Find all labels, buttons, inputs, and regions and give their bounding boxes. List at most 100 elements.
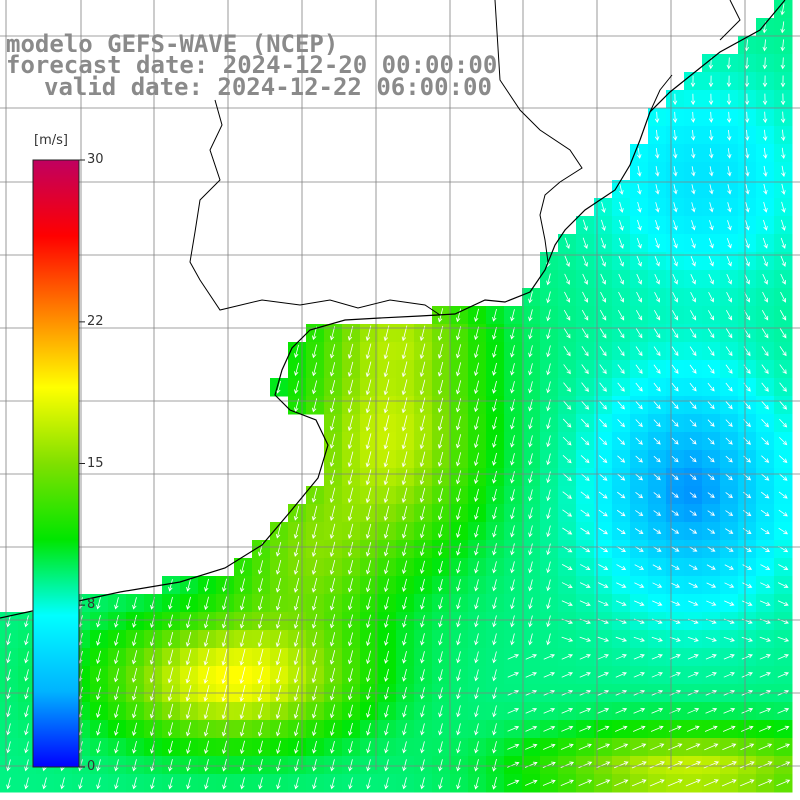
wind-arrow [365, 523, 372, 539]
wind-arrow [525, 671, 538, 678]
wind-arrow [705, 707, 718, 714]
wind-arrow [578, 779, 593, 787]
wind-arrow [311, 704, 318, 719]
wind-arrow [347, 469, 354, 486]
wind-arrow [672, 273, 678, 285]
wind-arrow [347, 559, 354, 575]
wind-arrow [113, 668, 120, 683]
wind-arrow [761, 346, 769, 357]
wind-arrow [579, 671, 591, 678]
wind-arrow [759, 600, 771, 606]
wind-arrow [761, 455, 770, 463]
wind-arrow [707, 401, 715, 410]
wind-arrow [60, 777, 65, 790]
wind-arrow [780, 3, 785, 16]
wind-arrow [721, 779, 737, 787]
wind-arrow [671, 401, 679, 410]
wind-arrow [691, 202, 696, 213]
wind-arrow [96, 632, 101, 646]
wind-arrow [598, 564, 609, 570]
wind-arrow [649, 761, 665, 769]
wind-arrow [669, 636, 681, 642]
wind-arrow [597, 725, 610, 732]
wind-arrow [762, 39, 768, 52]
wind-arrow [617, 400, 625, 410]
wind-arrow [474, 597, 479, 610]
wind-arrow [762, 93, 768, 106]
wind-arrow [600, 237, 606, 249]
wind-arrow [402, 777, 407, 790]
wind-arrow [546, 435, 551, 448]
wind-arrow [653, 437, 661, 445]
wind-arrow [347, 523, 354, 539]
wind-arrow [635, 491, 644, 499]
wind-arrow [474, 470, 479, 485]
wind-arrow [725, 492, 733, 499]
wind-arrow [673, 220, 678, 231]
wind-arrow [762, 129, 768, 142]
wind-arrow [725, 382, 733, 392]
wind-arrow [561, 707, 574, 714]
model-title: modelo GEFS-WAVE (NCEP) [6, 30, 339, 58]
wind-arrow [186, 596, 191, 610]
wind-arrow [598, 455, 608, 463]
wind-arrow [96, 777, 101, 790]
wind-arrow [596, 761, 611, 769]
wind-arrow [528, 471, 533, 484]
wind-arrow [420, 705, 425, 718]
wind-arrow [203, 614, 210, 629]
wind-arrow [528, 363, 533, 376]
wind-arrow [456, 705, 461, 718]
wind-arrow [671, 474, 679, 481]
wind-arrow [777, 654, 789, 660]
wind-arrow [510, 471, 515, 484]
wind-arrow [293, 577, 300, 593]
wind-arrow [96, 615, 101, 628]
wind-arrow [455, 398, 462, 413]
wind-arrow [366, 632, 371, 647]
wind-arrow [239, 703, 246, 720]
wind-arrow [420, 597, 425, 610]
wind-arrow [727, 184, 732, 195]
wind-arrow [721, 761, 737, 769]
wind-arrow [438, 723, 443, 736]
wind-arrow [597, 707, 610, 714]
wind-arrow [725, 437, 733, 445]
wind-arrow [293, 667, 300, 684]
wind-arrow [437, 488, 444, 503]
coastline-path [0, 0, 786, 619]
wind-arrow [474, 579, 479, 592]
wind-arrow [311, 649, 318, 666]
wind-arrow [473, 416, 480, 431]
wind-arrow [420, 741, 425, 754]
wind-arrow [114, 704, 120, 719]
wind-arrow [761, 382, 769, 392]
wind-arrow [96, 650, 101, 665]
wind-arrow [96, 597, 101, 610]
wind-arrow [132, 722, 137, 737]
wind-arrow [492, 615, 497, 628]
wind-arrow [617, 491, 626, 499]
wind-arrow [581, 382, 589, 392]
wind-arrow [563, 400, 572, 410]
wind-arrow [779, 400, 788, 410]
wind-arrow [510, 435, 515, 448]
wind-arrow [401, 415, 408, 432]
wind-arrow [655, 202, 660, 213]
wind-arrow [347, 541, 354, 557]
wind-arrow [778, 455, 788, 464]
wind-arrow [510, 615, 515, 628]
forecast-date: forecast date: 2024-12-20 00:00:00 [6, 51, 498, 79]
wind-arrow [528, 345, 533, 358]
wind-arrow [760, 527, 770, 535]
wind-arrow [420, 578, 425, 592]
wind-arrow [778, 491, 788, 499]
wind-arrow [708, 273, 714, 285]
wind-arrow [510, 363, 515, 376]
wind-arrow [275, 667, 282, 684]
wind-arrow [672, 255, 678, 267]
wind-arrow [507, 743, 520, 750]
wind-arrow [384, 723, 389, 736]
wind-arrow [673, 202, 678, 213]
wind-arrow [745, 147, 750, 159]
